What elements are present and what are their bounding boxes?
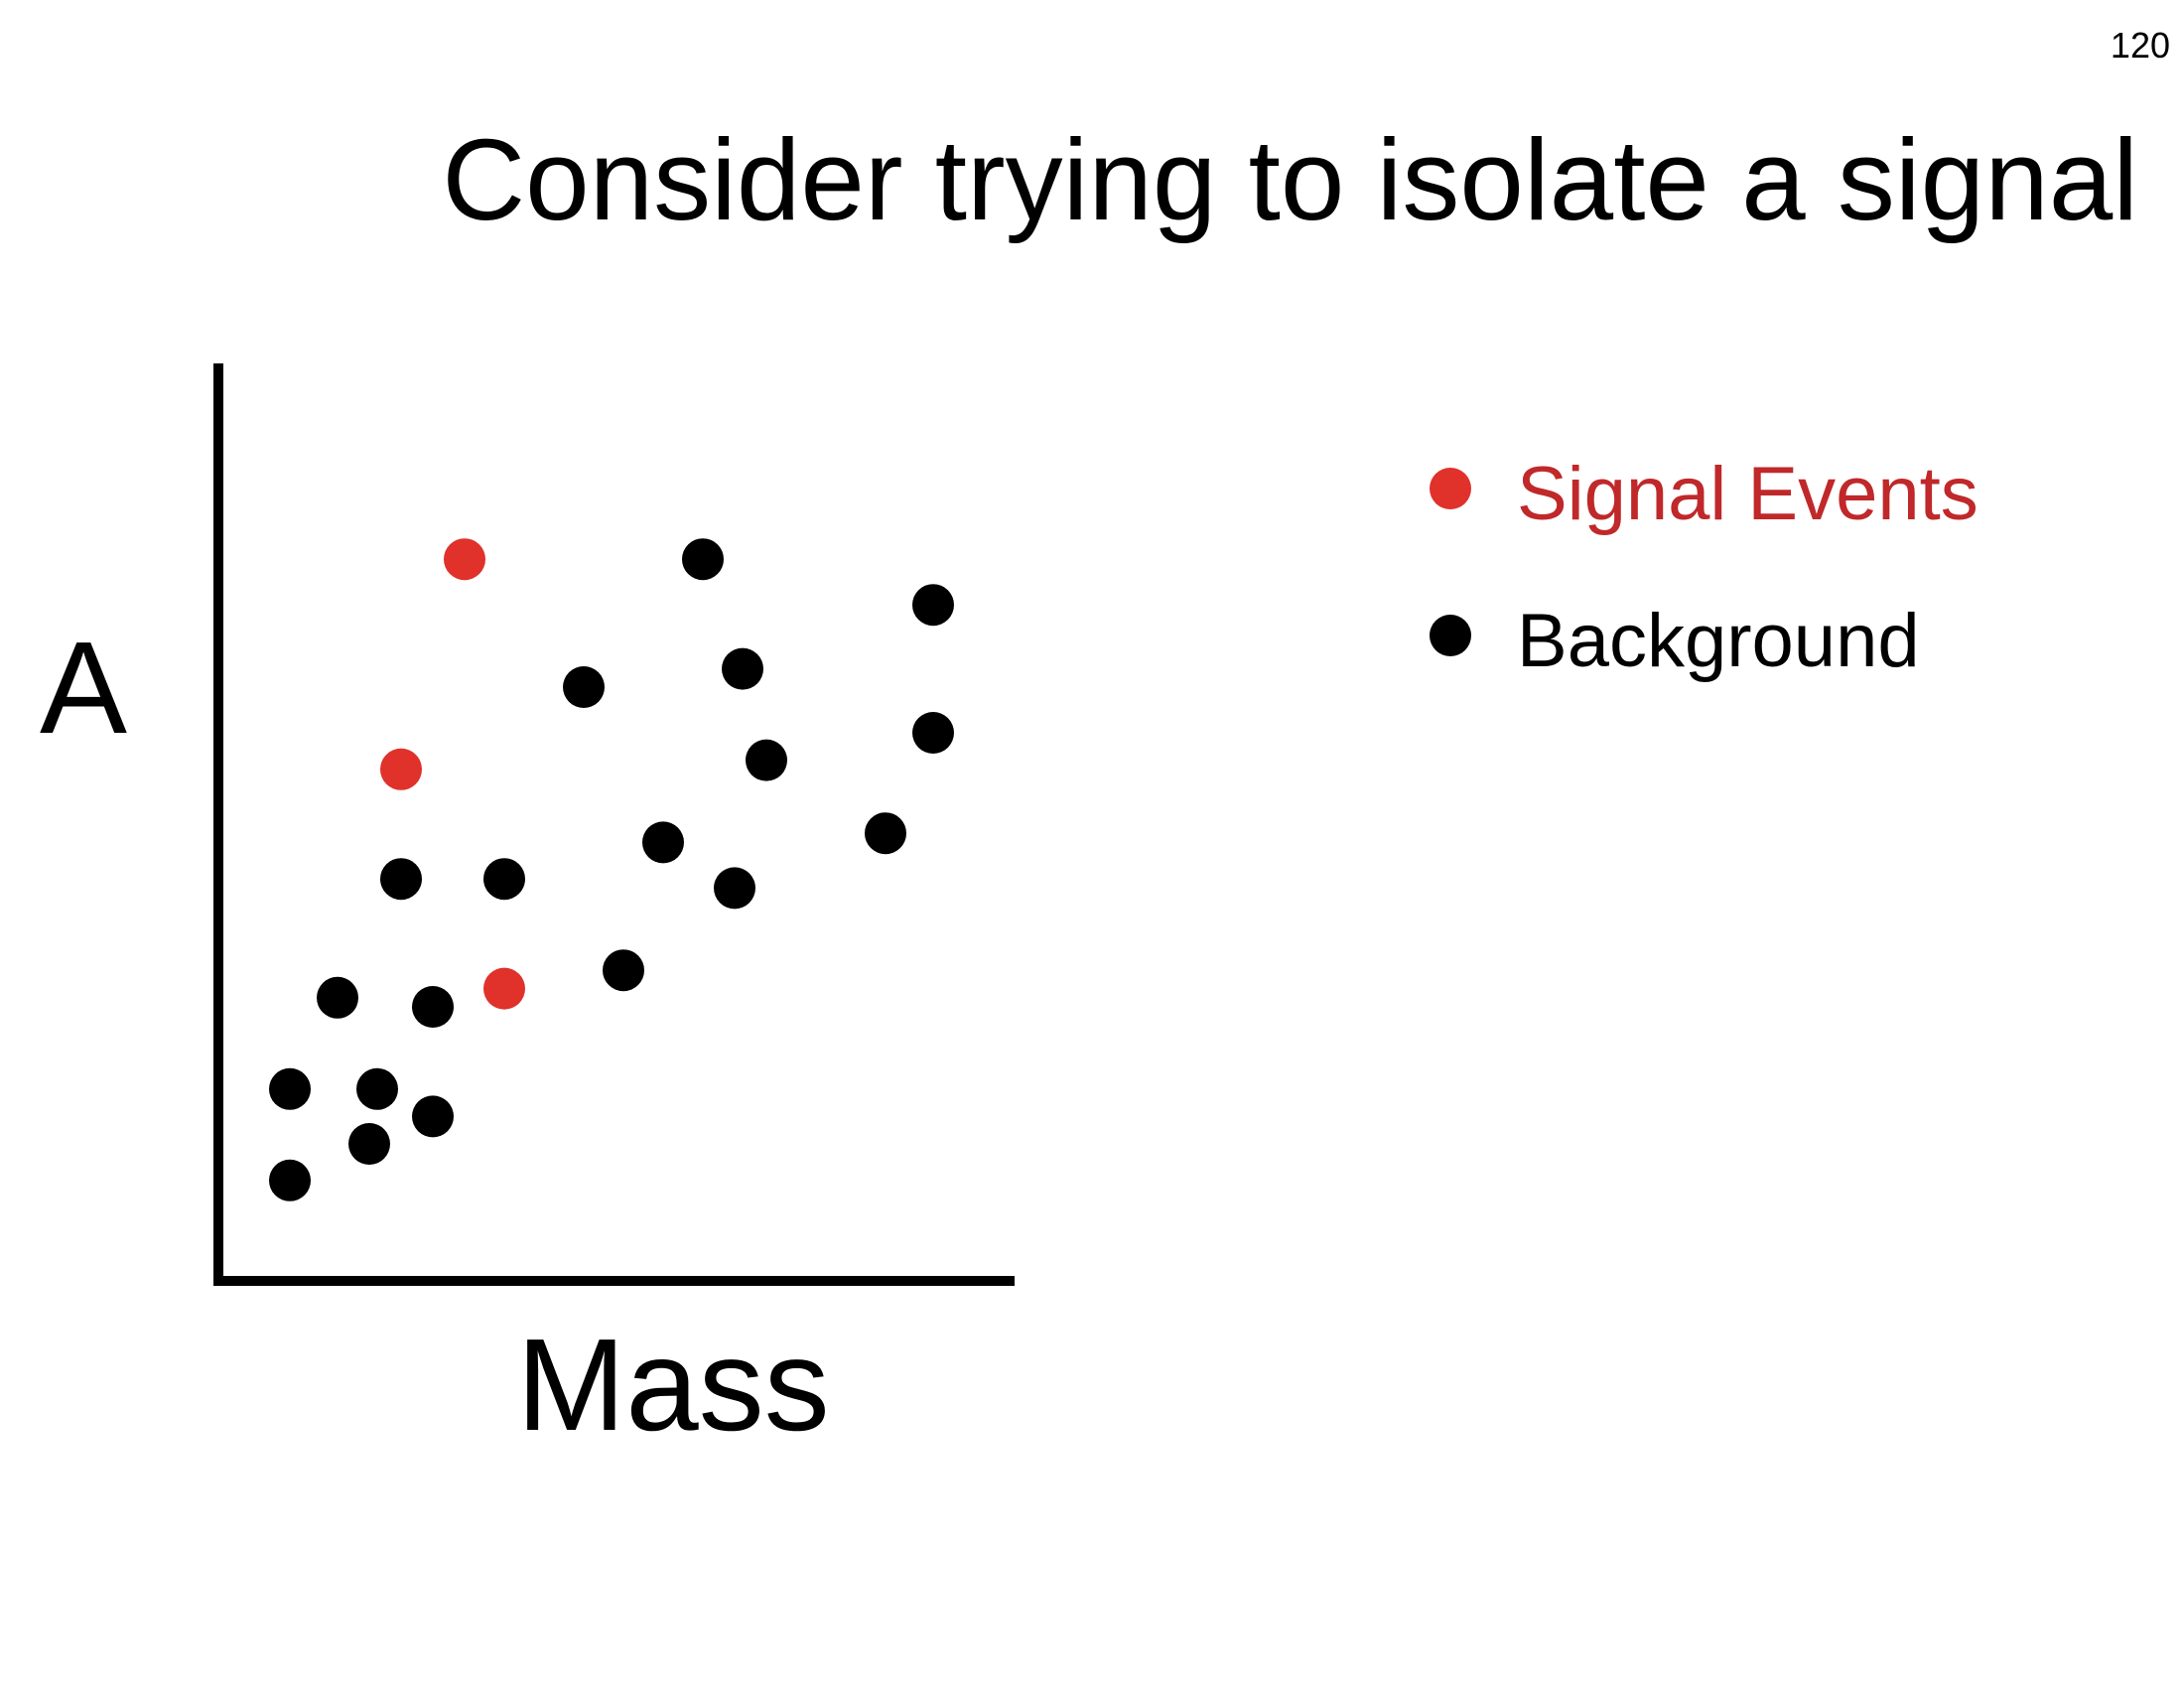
x-axis-label: Mass [516,1312,829,1458]
background-point-14 [412,986,454,1028]
background-point-9 [380,858,422,901]
data-points [269,538,954,1201]
background-point-2 [912,584,954,627]
legend-label-signal-events: Signal Events [1517,452,1979,536]
background-point-3 [722,647,763,690]
legend-swatch-signal [1430,468,1471,509]
background-point-12 [603,949,644,992]
background-point-19 [269,1159,311,1201]
legend: Signal Events Background [1430,445,1979,739]
background-point-4 [563,666,605,708]
series-background [269,538,954,1201]
background-point-11 [714,867,755,910]
background-point-8 [865,812,906,855]
slide-number: 120 [2110,25,2170,66]
background-point-6 [746,739,787,781]
slide-title: Consider trying to isolate a signal [442,115,2138,244]
signal-point-1 [444,538,485,581]
background-point-7 [642,821,684,864]
y-axis-label: A [40,615,127,761]
signal-point-3 [483,967,525,1010]
background-point-16 [356,1067,398,1110]
series-signal-events [380,538,525,1010]
background-point-17 [412,1095,454,1138]
background-point-15 [269,1067,311,1110]
background-point-18 [348,1123,390,1165]
background-point-13 [317,976,358,1019]
legend-swatch-background [1430,615,1471,656]
legend-item-background: Background [1430,592,1979,691]
background-point-10 [483,858,525,901]
background-point-5 [912,712,954,754]
legend-label-background: Background [1517,599,1920,683]
signal-point-2 [380,748,422,790]
background-point-1 [682,538,724,581]
legend-item-signal-events: Signal Events [1430,445,1979,544]
